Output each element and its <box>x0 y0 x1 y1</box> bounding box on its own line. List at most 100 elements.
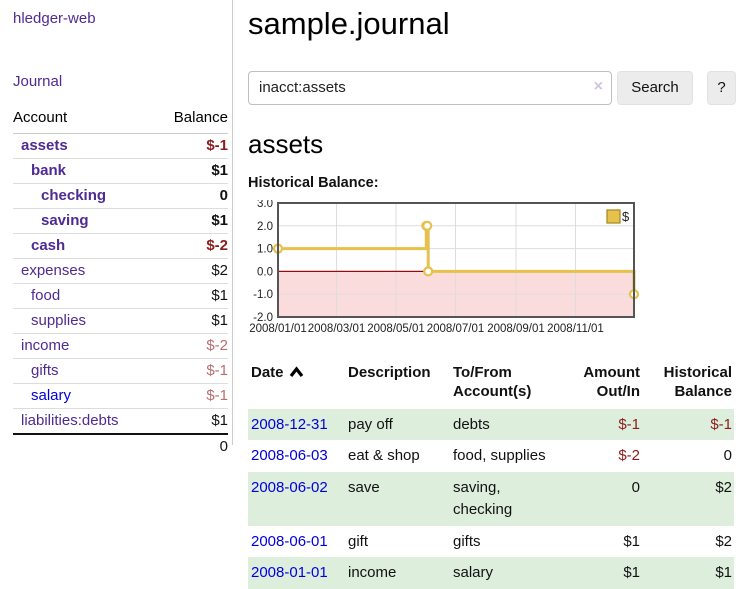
account-link[interactable]: salary <box>31 387 72 404</box>
account-balance: $-1 <box>155 383 228 409</box>
account-row: income $-2 <box>13 333 228 359</box>
account-link[interactable]: assets <box>21 137 68 154</box>
svg-text:$: $ <box>622 209 630 224</box>
register-row: 2008-01-01 income salary $1 $1 <box>248 557 734 589</box>
search-input[interactable] <box>248 70 612 105</box>
register-header-date[interactable]: Date <box>248 361 345 409</box>
register-header-balance: Historical Balance <box>663 363 732 401</box>
account-row: expenses $2 <box>13 258 228 284</box>
search-button[interactable]: Search <box>617 70 693 105</box>
account-balance: $-2 <box>155 233 228 259</box>
account-link[interactable]: saving <box>41 212 89 229</box>
transaction-amount: $1 <box>562 557 642 589</box>
transaction-date-link[interactable]: 2008-01-01 <box>251 564 328 582</box>
account-balance: 0 <box>155 183 228 209</box>
account-row: checking 0 <box>13 183 228 209</box>
page-title: sample.journal <box>248 6 450 41</box>
sidebar: hledger-web Journal Account Balance asse… <box>0 0 233 459</box>
account-link[interactable]: liabilities:debts <box>21 412 119 429</box>
register-row: 2008-06-01 gift gifts $1 $2 <box>248 526 734 558</box>
transaction-amount: 0 <box>562 472 642 526</box>
transaction-amount: $1 <box>623 532 640 550</box>
account-link[interactable]: checking <box>41 187 107 204</box>
account-row: assets $-1 <box>13 133 228 159</box>
register-row: 2008-12-31 pay off debts $-1 $-1 <box>248 408 734 441</box>
account-link[interactable]: expenses <box>21 262 86 279</box>
account-row: salary $-1 <box>13 383 228 409</box>
register-row: 2008-06-03 eat & shop food, supplies $-2 0 <box>248 440 734 472</box>
transaction-description: gift <box>348 532 369 550</box>
transaction-balance: $-1 <box>642 408 734 441</box>
account-balance: $1 <box>155 158 228 184</box>
account-row: liabilities:debts $1 <box>13 408 228 435</box>
clear-search-icon[interactable]: × <box>593 77 603 95</box>
transaction-balance: $1 <box>642 557 734 589</box>
accounts-header-balance: Balance <box>155 105 228 134</box>
transaction-date-link[interactable]: 2008-06-02 <box>251 479 328 497</box>
account-link[interactable]: gifts <box>31 362 59 379</box>
historical-balance-chart-container: $3.0 2.0 1.0 0.0 -1.0 -2.0 2008/01/01 2008/03/0… <box>248 198 736 341</box>
svg-text:2008/07/01: 2008/07/01 <box>427 323 485 335</box>
help-button[interactable]: ? <box>707 70 736 105</box>
svg-text:1.0: 1.0 <box>257 243 273 255</box>
accounts-table: Account Balance assets $-1 bank $1 checking 0… <box>13 105 228 459</box>
transaction-date-link[interactable]: 2008-06-03 <box>251 447 328 465</box>
account-balance: $1 <box>155 283 228 309</box>
transaction-accounts: debts <box>450 408 562 441</box>
account-row: gifts $-1 <box>13 358 228 384</box>
transaction-accounts: gifts <box>453 532 481 550</box>
transaction-date-link[interactable]: 2008-06-01 <box>251 532 328 550</box>
transaction-date-link[interactable]: 2008-12-31 <box>251 415 328 433</box>
transaction-description: pay off <box>345 408 450 441</box>
account-link[interactable]: cash <box>31 237 66 254</box>
accounts-total-value: 0 <box>155 433 228 459</box>
svg-text:-1.0: -1.0 <box>253 289 273 301</box>
transaction-description: save <box>345 472 450 526</box>
svg-text:2008/05/01: 2008/05/01 <box>367 323 425 335</box>
accounts-total-row: 0 <box>13 433 228 459</box>
account-link[interactable]: supplies <box>31 312 87 329</box>
account-row: food $1 <box>13 283 228 309</box>
svg-text:2.0: 2.0 <box>257 220 273 232</box>
register-header-accounts: To/From Account(s) <box>453 363 532 401</box>
transaction-accounts: food, supplies <box>453 447 546 465</box>
transaction-description: eat & shop <box>348 447 420 465</box>
register-header-date-label: Date <box>251 363 284 381</box>
svg-text:3.0: 3.0 <box>257 200 273 210</box>
transaction-balance: 0 <box>723 447 732 465</box>
transaction-amount: $-1 <box>562 408 642 441</box>
accounts-header-account: Account <box>13 105 156 134</box>
transaction-description: income <box>345 557 450 589</box>
account-row: supplies $1 <box>13 308 228 334</box>
app-brand-link[interactable]: hledger-web <box>13 10 96 27</box>
transaction-accounts: saving, checking <box>450 472 562 526</box>
account-link[interactable]: income <box>21 337 70 354</box>
transaction-amount: $-2 <box>618 447 640 465</box>
account-balance: $-1 <box>155 133 228 159</box>
account-row: cash $-2 <box>13 233 228 259</box>
account-heading: assets <box>248 128 324 159</box>
svg-text:2008/01/01: 2008/01/01 <box>249 323 307 335</box>
sidebar-item-journal[interactable]: Journal <box>13 73 63 90</box>
accounts-table-body: assets $-1 bank $1 checking 0 saving $1 cash $-2 e… <box>13 133 228 459</box>
search-bar: × Search ? <box>248 70 736 105</box>
account-link[interactable]: food <box>31 287 61 304</box>
account-balance: $1 <box>155 408 228 435</box>
register-table-body: 2008-12-31 pay off debts $-1 $-1 2008-06-03 ea… <box>248 408 734 589</box>
svg-text:-2.0: -2.0 <box>253 312 273 324</box>
main-content: sample.journal × Search ? assets Histori… <box>233 0 742 589</box>
register-table: Date Description To/From Account(s) Amou… <box>248 361 734 589</box>
transaction-balance: $2 <box>642 472 734 526</box>
account-row: saving $1 <box>13 208 228 234</box>
account-link[interactable]: bank <box>31 162 67 179</box>
account-balance: $-1 <box>155 358 228 384</box>
account-row: bank $1 <box>13 158 228 184</box>
account-balance: $1 <box>155 308 228 334</box>
svg-text:2008/03/01: 2008/03/01 <box>308 323 366 335</box>
svg-text:0.0: 0.0 <box>257 266 273 278</box>
nav-journal: Journal <box>13 73 228 90</box>
svg-text:2008/11/01: 2008/11/01 <box>547 323 604 335</box>
register-header-description: Description <box>348 363 431 381</box>
register-header-amount: Amount Out/In <box>583 363 640 401</box>
